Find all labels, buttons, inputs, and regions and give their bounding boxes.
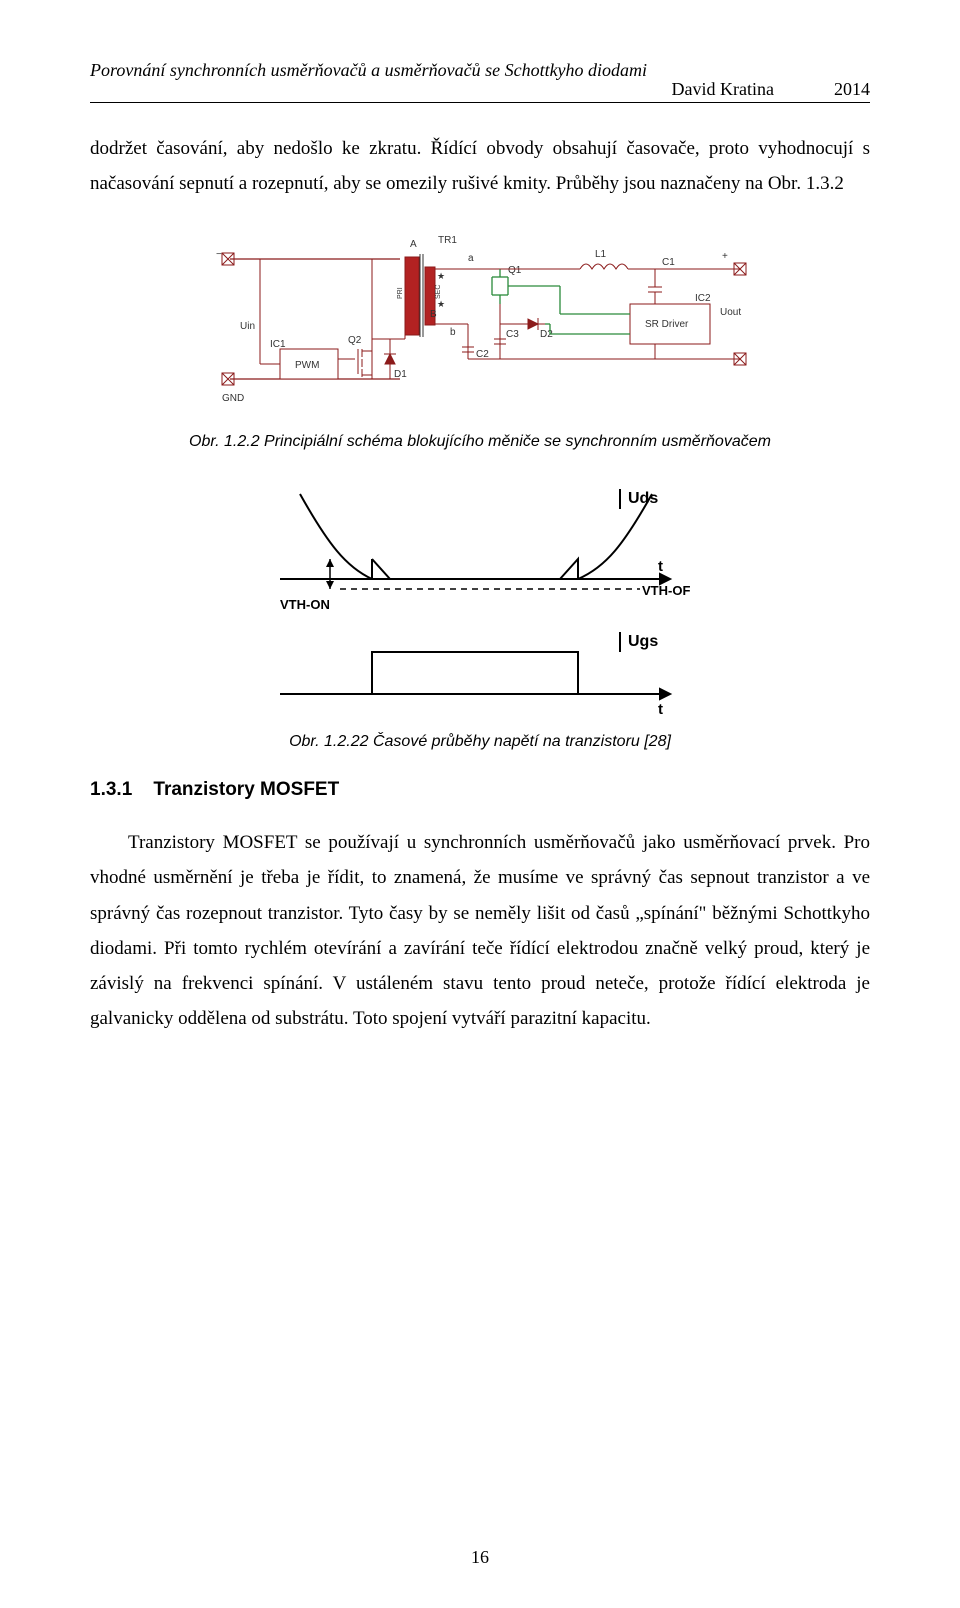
- section-heading: 1.3.1 Tranzistory MOSFET: [90, 779, 870, 801]
- svg-text:★: ★: [437, 299, 445, 309]
- label-c1: C1: [662, 257, 675, 268]
- header-title: Porovnání synchronních usměrňovačů a usm…: [90, 60, 870, 81]
- label-ic1: IC1: [270, 339, 286, 350]
- schematic-svg: − Uin GND PWM IC1 Q2: [200, 229, 760, 419]
- label-c3: C3: [506, 329, 519, 340]
- label-q2: Q2: [348, 335, 362, 346]
- label-ic2: IC2: [695, 293, 711, 304]
- paragraph-body: Tranzistory MOSFET se používají u synchr…: [90, 825, 870, 1036]
- label-gnd: GND: [222, 393, 244, 404]
- label-b-cap: B: [430, 309, 437, 320]
- page-header: Porovnání synchronních usměrňovačů a usm…: [90, 60, 870, 103]
- label-pwm: PWM: [295, 360, 319, 371]
- label-vth-off: VTH-OFF: [642, 583, 690, 598]
- header-author: David Kratina: [672, 79, 774, 100]
- section-title: Tranzistory MOSFET: [153, 779, 339, 800]
- label-a-cap: A: [410, 239, 417, 250]
- label-sec: SEC: [435, 285, 442, 299]
- label-plus: +: [722, 251, 728, 262]
- label-tr1: TR1: [438, 235, 457, 246]
- page-number: 16: [0, 1547, 960, 1568]
- label-uds: Uds: [628, 490, 658, 507]
- waveform-svg: t Uds VTH-OFF VTH-ON: [270, 479, 690, 719]
- header-meta: David Kratina 2014: [90, 79, 870, 100]
- label-d1: D1: [394, 369, 407, 380]
- label-t2: t: [658, 701, 663, 718]
- label-l1: L1: [595, 249, 607, 260]
- label-c2: C2: [476, 349, 489, 360]
- figure1-caption: Obr. 1.2.2 Principiální schéma blokující…: [90, 433, 870, 451]
- label-uin: Uin: [240, 321, 255, 332]
- figure-schematic: − Uin GND PWM IC1 Q2: [90, 229, 870, 419]
- label-ugs: Ugs: [628, 633, 658, 650]
- label-uout: Uout: [720, 307, 741, 318]
- figure-waveform: t Uds VTH-OFF VTH-ON: [90, 479, 870, 719]
- label-minus: −: [216, 249, 222, 260]
- label-vth-on: VTH-ON: [280, 597, 330, 612]
- label-t1: t: [658, 558, 663, 575]
- section-number: 1.3.1: [90, 779, 132, 800]
- svg-text:★: ★: [437, 271, 445, 281]
- label-b: b: [450, 327, 456, 338]
- figure2-caption: Obr. 1.2.22 Časové průběhy napětí na tra…: [90, 733, 870, 751]
- paragraph-intro: dodržet časování, aby nedošlo ke zkratu.…: [90, 131, 870, 201]
- header-year: 2014: [834, 79, 870, 100]
- label-sr: SR Driver: [645, 319, 689, 330]
- label-pri: PRI: [397, 288, 404, 300]
- label-a: a: [468, 253, 474, 264]
- label-q1: Q1: [508, 265, 522, 276]
